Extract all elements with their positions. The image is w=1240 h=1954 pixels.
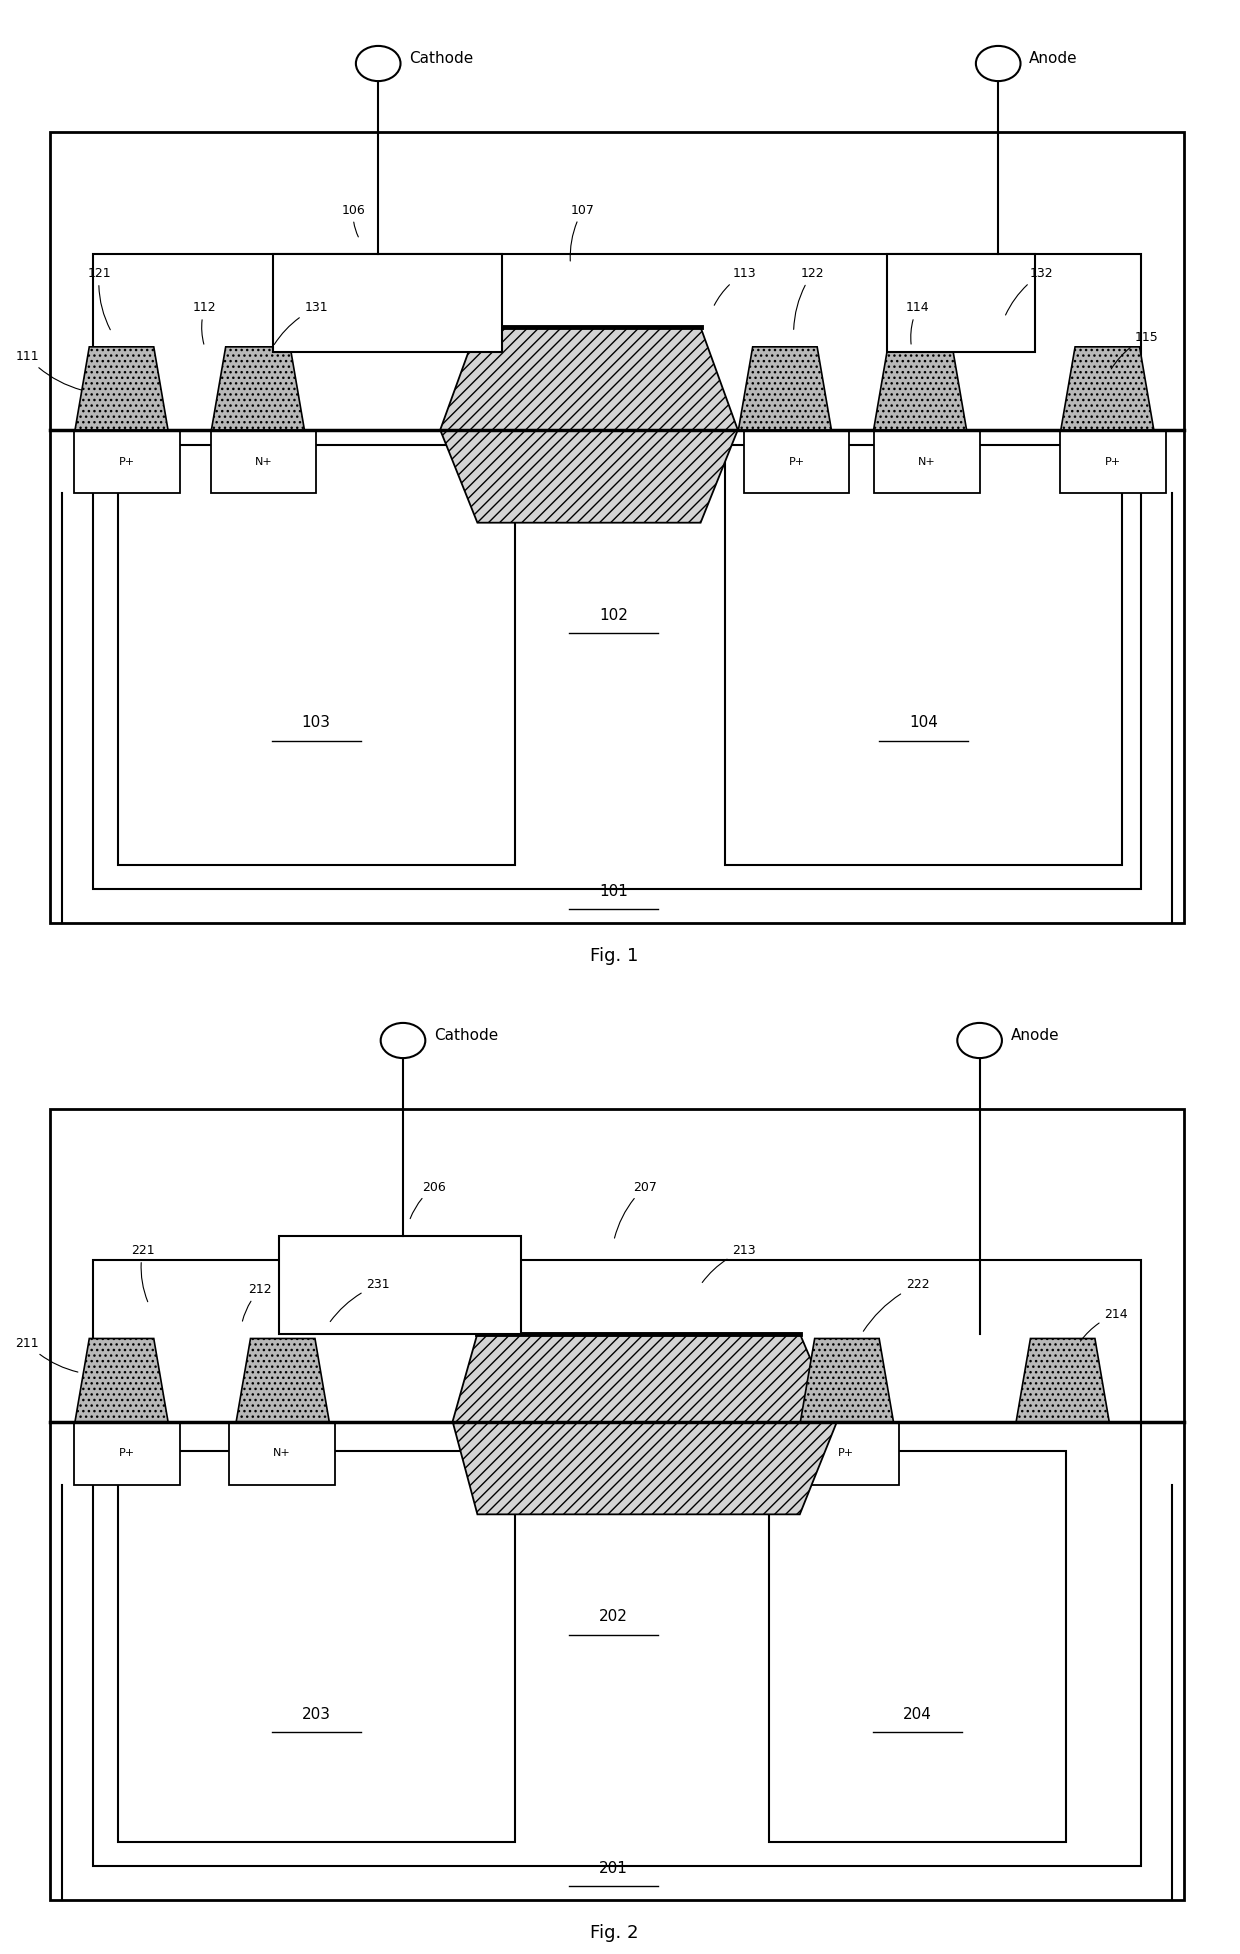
Text: 115: 115 [1111,330,1159,369]
Bar [279,1237,521,1333]
Text: 132: 132 [1006,268,1054,315]
Text: 131: 131 [274,301,329,344]
Polygon shape [453,1333,837,1514]
Bar [725,444,1122,864]
Text: 106: 106 [341,203,366,236]
Text: 204: 204 [903,1708,932,1721]
Text: 202: 202 [599,1610,629,1624]
Polygon shape [440,326,738,522]
Text: 114: 114 [905,301,930,344]
Bar [744,430,849,492]
Bar [118,444,515,864]
Text: 107: 107 [570,203,595,262]
Text: 214: 214 [1080,1307,1128,1340]
Text: Anode: Anode [1029,51,1078,66]
Text: P+: P+ [1105,457,1121,467]
Bar [50,1110,1184,1899]
Text: 206: 206 [410,1180,446,1219]
Bar [874,430,980,492]
Bar [273,254,502,352]
Polygon shape [76,348,169,430]
Bar [211,430,316,492]
Bar [74,1423,180,1485]
Text: 111: 111 [15,350,82,391]
Polygon shape [801,1338,893,1423]
Text: P+: P+ [119,457,135,467]
Text: Fig. 2: Fig. 2 [589,1923,639,1942]
Bar [1060,430,1166,492]
Polygon shape [873,348,967,430]
Polygon shape [211,348,305,430]
Text: 104: 104 [909,715,939,731]
Text: 101: 101 [599,883,629,899]
Text: 122: 122 [794,268,825,330]
Text: 103: 103 [301,715,331,731]
Text: 231: 231 [330,1278,391,1321]
Text: Fig. 1: Fig. 1 [589,946,639,965]
Text: 203: 203 [301,1708,331,1721]
Circle shape [381,1024,425,1059]
Circle shape [957,1024,1002,1059]
Bar [769,1450,1066,1841]
Text: 112: 112 [192,301,217,344]
Polygon shape [1060,348,1153,430]
Text: P+: P+ [119,1448,135,1458]
Text: 222: 222 [863,1278,930,1331]
Text: 207: 207 [615,1180,657,1239]
Text: 213: 213 [702,1245,756,1282]
Bar [229,1423,335,1485]
Text: N+: N+ [918,457,936,467]
Text: 211: 211 [15,1337,78,1372]
Polygon shape [1017,1338,1110,1423]
Text: 102: 102 [599,608,629,623]
Text: Anode: Anode [1011,1028,1059,1043]
Text: N+: N+ [254,457,273,467]
Circle shape [356,45,401,82]
Bar [118,1450,515,1841]
Text: 121: 121 [87,268,112,330]
Text: 212: 212 [243,1284,273,1321]
Bar [93,1260,1141,1866]
Bar [93,254,1141,889]
Bar [794,1423,899,1485]
Text: 201: 201 [599,1860,629,1876]
Text: P+: P+ [838,1448,854,1458]
Bar [50,133,1184,924]
Bar [74,430,180,492]
Text: Cathode: Cathode [409,51,474,66]
Text: P+: P+ [789,457,805,467]
Polygon shape [236,1338,330,1423]
Text: 221: 221 [130,1245,155,1301]
Polygon shape [739,348,831,430]
Text: Cathode: Cathode [434,1028,498,1043]
Text: 113: 113 [714,268,756,305]
Polygon shape [76,1338,169,1423]
Bar [887,254,1035,352]
Circle shape [976,45,1021,82]
Text: N+: N+ [273,1448,291,1458]
